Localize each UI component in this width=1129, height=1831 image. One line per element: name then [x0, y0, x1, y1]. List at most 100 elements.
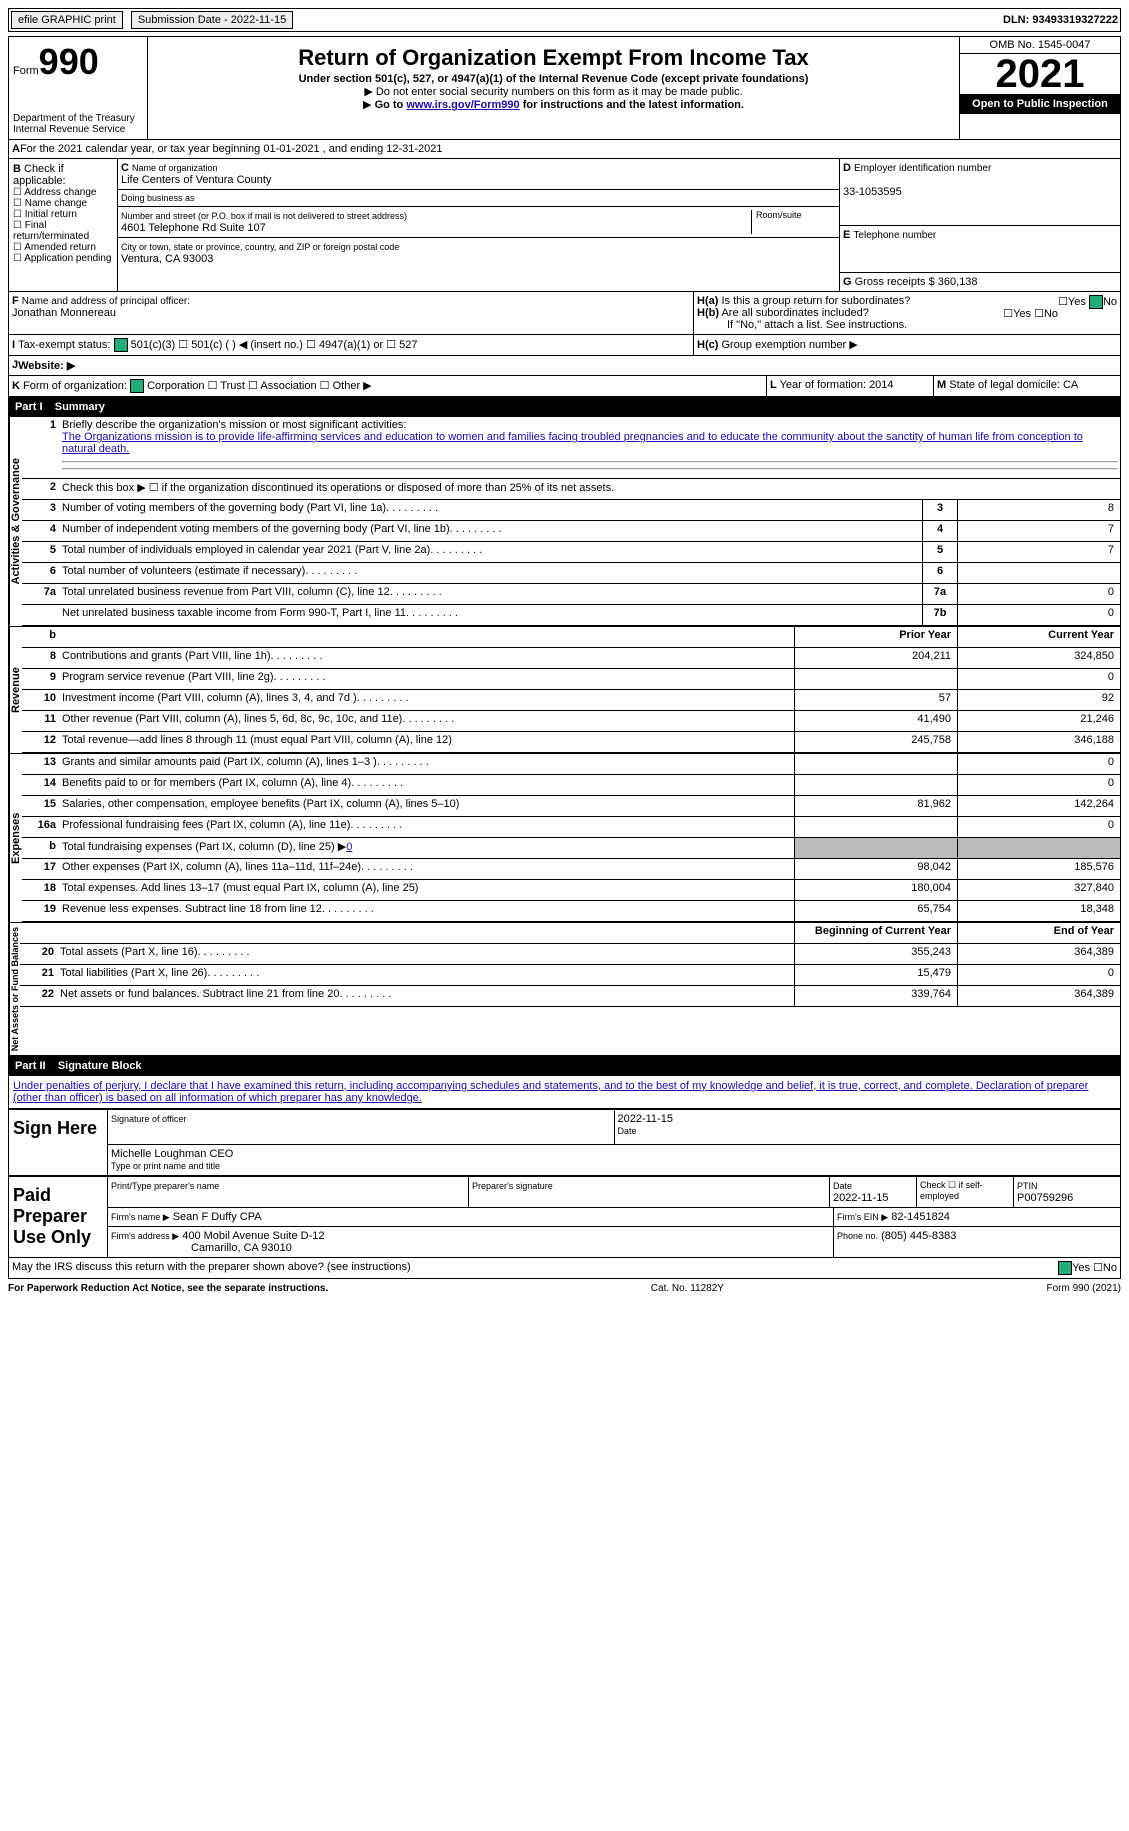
- c11: 21,246: [957, 711, 1120, 731]
- line8: Contributions and grants (Part VIII, lin…: [60, 648, 794, 668]
- org-name: Life Centers of Ventura County: [121, 174, 271, 186]
- c12: 346,188: [957, 732, 1120, 752]
- footer-right: Form 990 (2021): [1047, 1283, 1121, 1294]
- discuss-yes-check[interactable]: [1058, 1261, 1072, 1275]
- firm-addr1: 400 Mobil Avenue Suite D-12: [182, 1230, 324, 1242]
- hb-label: Are all subordinates included?: [721, 307, 868, 319]
- p18: 180,004: [794, 880, 957, 900]
- line18: Total expenses. Add lines 13–17 (must eq…: [60, 880, 794, 900]
- line2: Check this box ▶ ☐ if the organization d…: [60, 479, 1120, 499]
- line12: Total revenue—add lines 8 through 11 (mu…: [60, 732, 794, 752]
- c15: 142,264: [957, 796, 1120, 816]
- line17: Other expenses (Part IX, column (A), lin…: [60, 859, 794, 879]
- p8: 204,211: [794, 648, 957, 668]
- val3: 8: [957, 500, 1120, 520]
- cb-pending[interactable]: ☐ Application pending: [13, 253, 113, 264]
- ptin-label: PTIN: [1017, 1181, 1038, 1191]
- line16b: Total fundraising expenses (Part IX, col…: [62, 841, 346, 853]
- ptin: P00759296: [1017, 1192, 1073, 1204]
- end-year-hdr: End of Year: [957, 923, 1120, 943]
- title-block: Return of Organization Exempt From Incom…: [147, 36, 960, 140]
- p19: 65,754: [794, 901, 957, 921]
- firm-addr2: Camarillo, CA 93010: [191, 1242, 292, 1254]
- prep-sig-label: Preparer's signature: [472, 1181, 553, 1191]
- line1-label: Briefly describe the organization's miss…: [62, 419, 406, 431]
- line6: Total number of volunteers (estimate if …: [60, 563, 922, 583]
- firm-ein: 82-1451824: [891, 1211, 950, 1223]
- c18: 327,840: [957, 880, 1120, 900]
- gov-vlabel: Activities & Governance: [9, 417, 22, 626]
- val7a: 0: [957, 584, 1120, 604]
- p11: 41,490: [794, 711, 957, 731]
- tax-status-row: I Tax-exempt status: 501(c)(3) ☐ 501(c) …: [8, 335, 1121, 356]
- self-emp-label: Check ☐ if self-employed: [916, 1177, 1013, 1207]
- firm-label: Firm's name ▶: [111, 1212, 170, 1222]
- c8: 324,850: [957, 648, 1120, 668]
- city: Ventura, CA 93003: [121, 253, 213, 265]
- goto-suffix: for instructions and the latest informat…: [520, 99, 744, 111]
- line15: Salaries, other compensation, employee b…: [60, 796, 794, 816]
- line19: Revenue less expenses. Subtract line 18 …: [60, 901, 794, 921]
- p17: 98,042: [794, 859, 957, 879]
- prior-year-hdr: Prior Year: [794, 627, 957, 647]
- sign-date: 2022-11-15: [618, 1113, 673, 1125]
- section-b: B Check if applicable: ☐ Address change …: [9, 159, 118, 291]
- open-to-public: Open to Public Inspection: [960, 94, 1120, 114]
- corp-check[interactable]: [130, 379, 144, 393]
- firm-name: Sean F Duffy CPA: [173, 1211, 262, 1223]
- form-title: Return of Organization Exempt From Incom…: [154, 45, 953, 71]
- line7b: Net unrelated business taxable income fr…: [60, 605, 922, 625]
- line9: Program service revenue (Part VIII, line…: [60, 669, 794, 689]
- revenue-section: Revenue bPrior YearCurrent Year 8Contrib…: [8, 627, 1121, 754]
- exp-vlabel: Expenses: [9, 754, 22, 922]
- 501c3-check[interactable]: [114, 338, 128, 352]
- prep-date-label: Date: [833, 1181, 852, 1191]
- p12: 245,758: [794, 732, 957, 752]
- cb-name[interactable]: ☐ Name change: [13, 198, 113, 209]
- e22: 364,389: [957, 986, 1120, 1006]
- line14: Benefits paid to or for members (Part IX…: [60, 775, 794, 795]
- sign-here-block: Sign Here Signature of officer2022-11-15…: [8, 1109, 1121, 1176]
- ha-label: Is this a group return for subordinates?: [721, 295, 910, 307]
- dln: DLN: 93493319327222: [1003, 14, 1118, 26]
- efile-print-button[interactable]: efile GRAPHIC print: [11, 11, 123, 29]
- cb-final[interactable]: ☐ Final return/terminated: [13, 220, 113, 242]
- room-label: Room/suite: [751, 210, 836, 234]
- line21: Total liabilities (Part X, line 26): [58, 965, 794, 985]
- form-header: Form990 Department of the Treasury Inter…: [8, 36, 1121, 140]
- dept-label: Department of the Treasury: [13, 113, 143, 124]
- p16a: [794, 817, 957, 837]
- b21: 15,479: [794, 965, 957, 985]
- cb-initial[interactable]: ☐ Initial return: [13, 209, 113, 220]
- cb-amended[interactable]: ☐ Amended return: [13, 242, 113, 253]
- officer-name: Jonathan Monnereau: [12, 307, 116, 319]
- form-label: Form: [13, 65, 39, 77]
- street-label: Number and street (or P.O. box if mail i…: [121, 211, 407, 221]
- signer-name: Michelle Loughman CEO: [111, 1148, 233, 1160]
- irs-label: Internal Revenue Service: [13, 124, 143, 135]
- orgnization-info: B Check if applicable: ☐ Address change …: [8, 159, 1121, 292]
- city-label: City or town, state or province, country…: [121, 242, 399, 252]
- paid-preparer-block: Paid Preparer Use Only Print/Type prepar…: [8, 1176, 1121, 1258]
- sign-date-label: Date: [618, 1126, 637, 1136]
- c10: 92: [957, 690, 1120, 710]
- mission-text: The Organizations mission is to provide …: [62, 431, 1083, 455]
- period-text: For the 2021 calendar year, or tax year …: [20, 143, 443, 155]
- b20: 355,243: [794, 944, 957, 964]
- part1-header: Part I Summary: [8, 397, 1121, 417]
- ha-no-check[interactable]: [1089, 295, 1103, 309]
- name-label: Name of organization: [132, 163, 218, 173]
- preparer-label: Paid Preparer Use Only: [9, 1177, 107, 1257]
- line7a: Total unrelated business revenue from Pa…: [60, 584, 922, 604]
- c19: 18,348: [957, 901, 1120, 921]
- val7b: 0: [957, 605, 1120, 625]
- prep-date: 2022-11-15: [833, 1192, 888, 1204]
- title-subtitle-2: Do not enter social security numbers on …: [376, 86, 743, 98]
- irs-link[interactable]: www.irs.gov/Form990: [406, 99, 519, 111]
- c13: 0: [957, 754, 1120, 774]
- website-label: Website: ▶: [18, 359, 75, 372]
- c9: 0: [957, 669, 1120, 689]
- print-name-label: Print/Type preparer's name: [111, 1181, 219, 1191]
- part2-header: Part II Signature Block: [8, 1056, 1121, 1076]
- cb-address[interactable]: ☐ Address change: [13, 187, 113, 198]
